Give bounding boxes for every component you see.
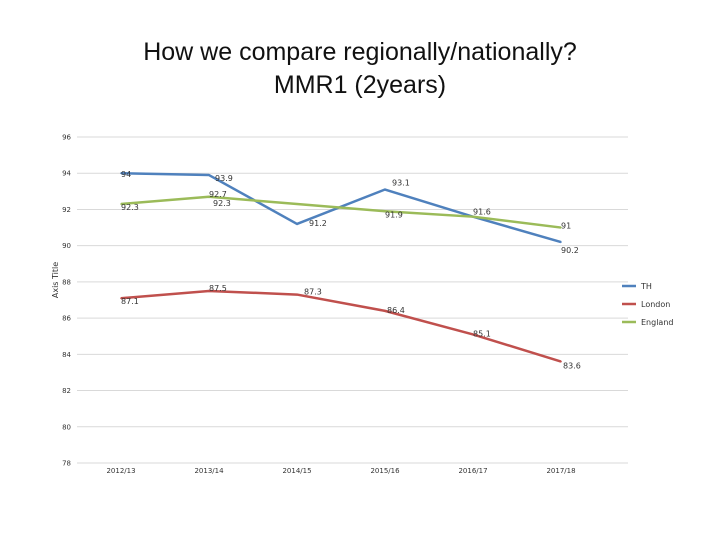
data-point (384, 310, 386, 312)
y-tick-label: 84 (62, 351, 71, 359)
y-tick-label: 96 (62, 134, 71, 142)
x-tick-label: 2013/14 (194, 467, 224, 475)
data-label: 92.7 (209, 190, 227, 199)
data-label: 85.1 (473, 329, 491, 338)
data-point (472, 333, 474, 336)
x-tick-label: 2012/13 (106, 467, 135, 475)
data-labels: 94 93.9 91.2 93.1 91.6 90.2 87.1 87.5 87.3 86.4 85… (121, 170, 581, 370)
data-label: 87.5 (209, 284, 227, 293)
legend-label: TH (640, 282, 652, 291)
data-point (560, 241, 562, 243)
data-point (296, 223, 298, 225)
data-label: 92.3 (121, 203, 139, 212)
series-line-london (120, 289, 562, 363)
data-point (208, 195, 210, 198)
data-label: 91.9 (385, 210, 403, 219)
data-label: 86.4 (387, 306, 405, 315)
data-label: 87.3 (304, 288, 322, 297)
data-point (120, 297, 122, 299)
gridlines (77, 136, 628, 464)
y-axis-title: Axis Title (51, 262, 60, 298)
data-point (472, 215, 474, 218)
y-tick-label: 80 (62, 423, 71, 431)
y-tick-label: 86 (62, 315, 71, 323)
data-point (384, 188, 386, 191)
chart-title-line-1: How we compare regionally/nationally? (143, 38, 577, 66)
data-point (560, 226, 562, 229)
data-point (120, 172, 122, 175)
data-point (296, 293, 298, 296)
data-label: 91.6 (473, 208, 491, 217)
y-tick-label: 92 (62, 206, 71, 214)
data-point (208, 174, 210, 176)
data-point (208, 290, 210, 292)
data-label: 91.2 (309, 219, 327, 228)
y-tick-label: 94 (62, 170, 71, 178)
data-label: 92.3 (213, 199, 231, 208)
y-tick-label: 82 (62, 387, 71, 395)
data-point (560, 360, 562, 363)
y-tick-label: 90 (62, 242, 71, 250)
x-axis-ticks: 2012/13 2013/14 2014/15 2015/16 2016/17 2017/… (106, 467, 575, 475)
y-tick-label: 78 (62, 460, 71, 468)
series-lines (120, 171, 562, 363)
y-axis-ticks: 78 80 82 84 86 88 90 92 94 96 (62, 134, 71, 468)
data-label: 94 (121, 170, 131, 179)
x-tick-label: 2015/16 (370, 467, 400, 475)
data-point (296, 203, 298, 205)
chart-title: How we compare regionally/nationally? MM… (0, 36, 720, 102)
data-point (120, 203, 122, 205)
legend: TH London England (622, 282, 673, 327)
data-point (384, 210, 386, 213)
data-label: 90.2 (561, 246, 579, 255)
series-line-england (120, 195, 562, 229)
x-tick-label: 2016/17 (458, 467, 487, 475)
legend-label: England (641, 318, 673, 327)
y-tick-label: 88 (62, 278, 71, 286)
data-label: 91 (561, 222, 571, 231)
data-label: 93.9 (215, 174, 233, 183)
legend-label: London (641, 300, 670, 309)
data-label: 83.6 (563, 362, 581, 371)
x-tick-label: 2014/15 (282, 467, 311, 475)
data-label: 87.1 (121, 297, 139, 306)
x-tick-label: 2017/18 (546, 467, 575, 475)
chart-title-line-2: MMR1 (2years) (273, 71, 447, 99)
data-label: 93.1 (392, 179, 410, 188)
